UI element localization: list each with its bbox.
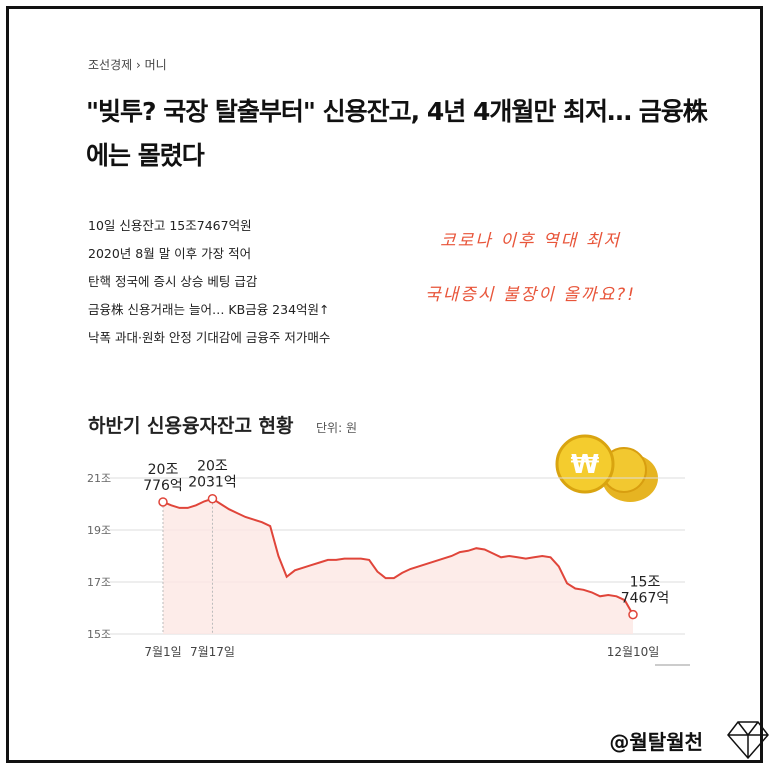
- bullet: 탄핵 정국에 증시 상승 베팅 급감: [88, 274, 258, 289]
- value-label: 20조: [197, 459, 228, 475]
- coins: ₩: [555, 434, 658, 502]
- chart-title: 하반기 신용융자잔고 현황: [88, 414, 294, 437]
- y-tick-label: 17조: [87, 576, 111, 589]
- bullet: 10일 신용잔고 15조7467억원: [88, 218, 252, 233]
- note: 국내증시 불장이 올까요?!: [425, 285, 637, 305]
- breadcrumb[interactable]: 조선경제 › 머니: [88, 58, 167, 72]
- value-label: 7467억: [621, 591, 670, 607]
- value-label: 2031억: [188, 475, 237, 491]
- bullet: 금융株 신용거래는 늘어… KB금융 234억원↑: [88, 302, 330, 317]
- frame: [6, 6, 763, 763]
- value-label: 776억: [143, 478, 183, 494]
- y-tick-label: 15조: [87, 628, 111, 641]
- point: [207, 493, 218, 504]
- headline: "빚투? 국장 탈출부터" 신용잔고, 4년 4개월만 최저… 금융株에는 몰렸…: [86, 97, 708, 170]
- x-tick-label: 7월17일: [190, 645, 235, 659]
- y-tick-label: 19조: [87, 524, 111, 537]
- x-tick-label: 12월10일: [607, 645, 660, 659]
- y-tick-label: 21조: [87, 472, 111, 485]
- line: [162, 497, 634, 616]
- area: [163, 498, 633, 634]
- point: [158, 497, 168, 507]
- value-label: 20조: [148, 462, 179, 478]
- point: [628, 609, 638, 620]
- bullet: 낙폭 과대·원화 안정 기대감에 금융주 저가매수: [88, 330, 331, 345]
- diamond-icon: [727, 721, 769, 760]
- svg-text:₩: ₩: [571, 450, 600, 480]
- bullet: 2020년 8월 말 이후 가장 적어: [88, 246, 252, 261]
- chart-unit: 단위: 원: [316, 421, 357, 435]
- footer: @월탈월천: [609, 730, 703, 754]
- value-label: 15조: [630, 575, 661, 591]
- note: 코로나 이후 역대 최저: [440, 231, 621, 251]
- x-tick-label: 7월1일: [144, 645, 181, 659]
